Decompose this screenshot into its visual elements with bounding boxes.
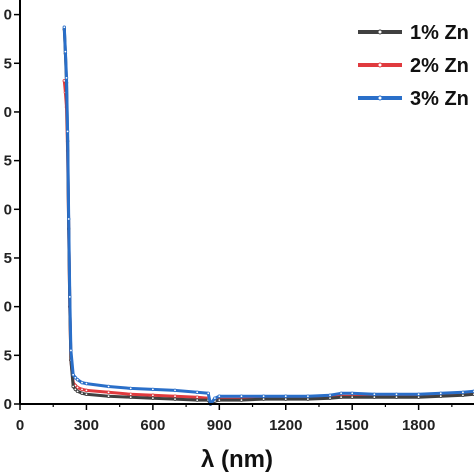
series-point: [195, 395, 199, 399]
series-point: [213, 396, 217, 400]
series-line-2: [62, 80, 474, 406]
series-point: [372, 392, 377, 396]
series-line-1: [62, 29, 474, 406]
series-point: [69, 348, 73, 353]
series-point: [416, 392, 421, 396]
series-point: [461, 393, 465, 397]
series-point: [261, 397, 266, 401]
series-point: [328, 396, 332, 400]
series-point: [84, 388, 89, 393]
series-point: [129, 386, 133, 391]
legend-marker: [377, 95, 383, 101]
series-point: [106, 394, 111, 398]
series-point: [68, 295, 72, 299]
x-tick-label: 900: [207, 417, 232, 434]
series-point: [173, 394, 177, 398]
series-point: [84, 381, 89, 386]
series-point: [64, 76, 69, 80]
legend-label: 2% Zn: [410, 55, 469, 77]
series-point: [439, 391, 443, 395]
series-point: [173, 397, 177, 401]
series-point: [350, 391, 354, 395]
series-point: [67, 217, 71, 221]
series-point: [461, 390, 465, 395]
y-tick-label: 0: [4, 104, 12, 121]
legend-label: 1% Zn: [410, 22, 469, 44]
series-point: [151, 396, 155, 400]
series-point: [65, 129, 70, 134]
plot-series-group: [62, 25, 474, 406]
x-axis-title: λ (nm): [201, 446, 273, 473]
series-point: [372, 395, 377, 399]
series-point: [206, 391, 210, 395]
series-point: [63, 49, 68, 54]
legend-label: 3% Zn: [410, 88, 469, 110]
series-point: [339, 395, 343, 399]
series-point: [217, 394, 222, 398]
series-point: [261, 394, 266, 398]
series-point: [173, 388, 177, 393]
series-point: [73, 387, 78, 392]
series-point: [71, 384, 75, 389]
series-point: [73, 376, 78, 380]
y-tick-label: 0: [4, 7, 12, 24]
series-point: [328, 393, 332, 397]
y-ticks-group: 0 5 0 5 0 5 0 5 0: [4, 7, 20, 413]
x-tick-label: 1200: [269, 417, 302, 434]
series-point: [80, 391, 84, 395]
x-tick-label: 300: [74, 417, 99, 434]
series-point: [75, 377, 80, 382]
y-tick-label: 5: [4, 55, 12, 72]
y-tick-label: 5: [4, 250, 12, 267]
y-tick-label: 0: [4, 201, 12, 218]
series-point: [217, 398, 222, 402]
series-point: [84, 392, 89, 396]
series-point: [195, 398, 199, 402]
series-point: [80, 387, 84, 392]
x-tick-label: 0: [16, 417, 24, 434]
series-point: [350, 395, 354, 399]
legend: 1% Zn 2% Zn 3% Zn: [358, 22, 469, 110]
y-tick-label: 5: [4, 347, 12, 364]
series-point: [129, 392, 133, 396]
series-point: [80, 380, 84, 385]
legend-marker: [377, 29, 383, 35]
series-point: [394, 395, 399, 399]
x-tick-label: 1800: [402, 417, 435, 434]
series-point: [394, 392, 399, 396]
series-point: [195, 390, 199, 395]
series-point: [306, 394, 310, 398]
series-point: [416, 395, 421, 399]
y-tick-label: 5: [4, 153, 12, 170]
series-point: [339, 391, 343, 395]
series-point: [151, 393, 155, 397]
series-point: [439, 394, 443, 398]
legend-marker: [377, 62, 383, 68]
series-point: [129, 395, 133, 399]
series-point: [284, 394, 288, 398]
series-point: [239, 394, 244, 398]
series-point: [106, 390, 111, 395]
axes-group: [19, 0, 474, 405]
x-tick-label: 1500: [336, 417, 369, 434]
y-tick-label: 0: [4, 396, 12, 413]
x-ticks-group: 0 300 600 900 1200 1500 1800: [16, 404, 453, 434]
series-point: [75, 385, 80, 390]
series-point: [62, 25, 66, 29]
series-point: [71, 373, 75, 377]
series-point: [306, 397, 310, 401]
x-tick-label: 600: [140, 417, 165, 434]
y-tick-label: 0: [4, 299, 12, 316]
series-point: [239, 398, 244, 402]
series-point: [284, 397, 288, 401]
series-point: [151, 387, 155, 392]
series-point: [106, 384, 111, 389]
series-point: [75, 389, 80, 394]
series-line-3: [62, 27, 474, 406]
